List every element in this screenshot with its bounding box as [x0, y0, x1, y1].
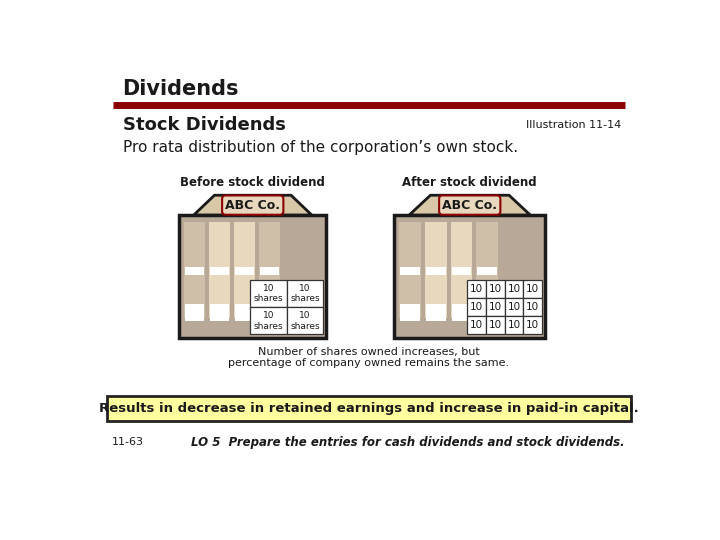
Text: 10: 10	[526, 320, 539, 330]
Text: 10: 10	[526, 284, 539, 294]
Text: 10: 10	[469, 302, 482, 312]
Bar	[235, 303, 254, 321]
Text: After stock dividend: After stock dividend	[402, 176, 537, 189]
Bar	[261, 303, 279, 321]
Text: 11-63: 11-63	[112, 437, 144, 447]
Text: 10: 10	[508, 284, 521, 294]
Bar	[234, 222, 256, 319]
Text: ABC Co.: ABC Co.	[225, 199, 280, 212]
Bar	[477, 222, 498, 319]
Bar	[210, 267, 229, 275]
Text: 10: 10	[508, 302, 521, 312]
Text: 10
shares: 10 shares	[290, 311, 320, 330]
Bar	[505, 316, 523, 334]
Bar	[400, 267, 420, 275]
Bar	[467, 280, 485, 298]
Text: 10: 10	[508, 320, 521, 330]
Text: 10: 10	[469, 284, 482, 294]
Text: 10
shares: 10 shares	[253, 284, 283, 303]
Bar	[467, 298, 485, 316]
Bar	[477, 267, 497, 275]
Text: 10: 10	[488, 320, 502, 330]
Bar	[235, 267, 254, 275]
Bar	[261, 267, 279, 275]
Bar	[287, 280, 323, 307]
Bar	[505, 298, 523, 316]
Bar	[505, 280, 523, 298]
Text: 10
shares: 10 shares	[253, 311, 283, 330]
Bar	[179, 215, 326, 338]
Polygon shape	[409, 195, 530, 215]
Text: ABC Co.: ABC Co.	[442, 199, 498, 212]
Bar	[394, 215, 545, 338]
Text: Illustration 11-14: Illustration 11-14	[526, 120, 621, 130]
Bar	[485, 280, 505, 298]
Bar	[400, 222, 421, 319]
Text: Number of shares owned increases, but: Number of shares owned increases, but	[258, 347, 480, 357]
Bar	[107, 396, 631, 421]
Bar	[287, 307, 323, 334]
Bar	[452, 267, 471, 275]
Bar	[426, 303, 446, 321]
Bar	[426, 267, 446, 275]
Bar	[185, 303, 204, 321]
Bar	[477, 303, 497, 321]
Text: LO 5  Prepare the entries for cash dividends and stock dividends.: LO 5 Prepare the entries for cash divide…	[191, 436, 625, 449]
Bar	[485, 316, 505, 334]
Text: Pro rata distribution of the corporation’s own stock.: Pro rata distribution of the corporation…	[122, 140, 518, 156]
Bar	[250, 307, 287, 334]
Text: percentage of company owned remains the same.: percentage of company owned remains the …	[228, 358, 510, 368]
Bar	[523, 316, 542, 334]
Bar	[185, 267, 204, 275]
Bar	[523, 298, 542, 316]
Text: 10: 10	[488, 302, 502, 312]
Bar	[250, 280, 287, 307]
Bar	[425, 222, 446, 319]
Bar	[523, 280, 542, 298]
Bar	[400, 303, 420, 321]
Bar	[452, 303, 471, 321]
Text: Before stock dividend: Before stock dividend	[180, 176, 325, 189]
Bar	[485, 298, 505, 316]
Text: 10: 10	[488, 284, 502, 294]
Bar	[467, 316, 485, 334]
Bar	[210, 303, 229, 321]
Text: Stock Dividends: Stock Dividends	[122, 116, 285, 134]
Text: 10: 10	[469, 320, 482, 330]
Bar	[259, 222, 280, 319]
Text: Results in decrease in retained earnings and increase in paid-in capital.: Results in decrease in retained earnings…	[99, 402, 639, 415]
Text: 10: 10	[526, 302, 539, 312]
Bar	[451, 222, 472, 319]
Bar	[210, 222, 230, 319]
Text: 10
shares: 10 shares	[290, 284, 320, 303]
Text: Dividends: Dividends	[122, 79, 239, 99]
Bar	[184, 222, 205, 319]
Polygon shape	[194, 195, 312, 215]
